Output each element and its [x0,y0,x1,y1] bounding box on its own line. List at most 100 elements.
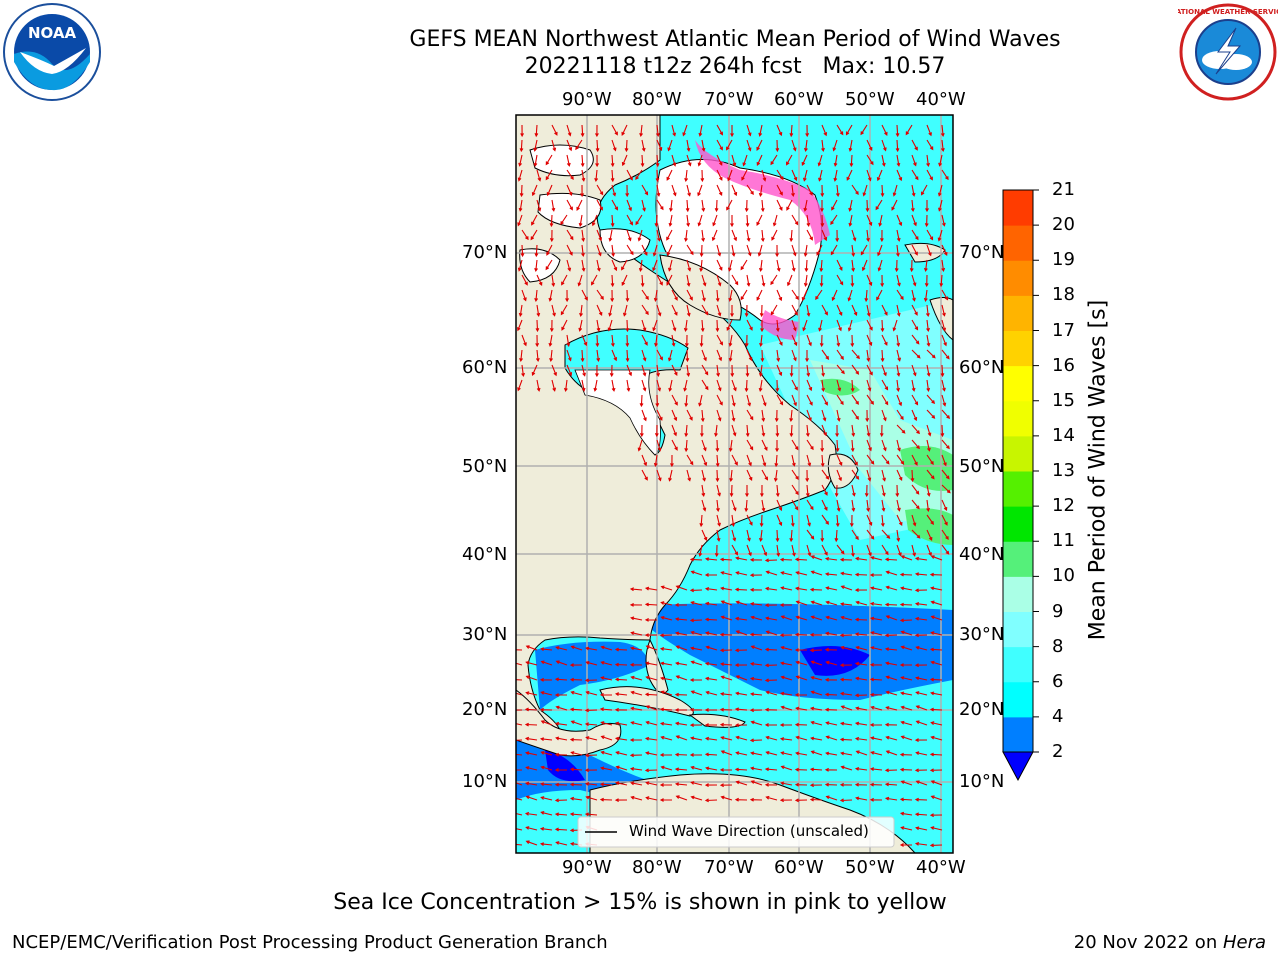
wave-direction-arrow [803,274,808,288]
wave-direction-arrow [521,274,528,286]
wave-direction-arrow [840,751,853,756]
wave-direction-arrow [851,394,859,405]
wave-direction-arrow [775,379,780,393]
wave-direction-arrow [930,735,943,741]
wave-direction-arrow [775,244,779,258]
wave-direction-arrow [626,169,633,181]
wave-direction-arrow [795,675,808,681]
wave-direction-arrow [705,766,718,771]
wave-direction-arrow [809,797,823,802]
wave-direction-arrow [765,690,778,696]
colorbar-tick-label: 9 [1052,600,1064,622]
wave-direction-arrow [821,349,830,360]
wave-direction-arrow [911,439,920,450]
wave-direction-arrow [865,199,870,213]
wave-direction-arrow [914,663,928,668]
wave-direction-arrow [866,319,873,331]
wave-direction-arrow [915,645,928,651]
wave-direction-arrow [929,647,943,652]
wave-direction-arrow [565,289,569,303]
wave-direction-arrow [534,124,539,138]
wave-direction-arrow [776,169,784,181]
wave-direction-arrow [900,645,913,651]
wave-direction-arrow [854,782,868,787]
wave-direction-arrow [941,244,948,257]
wave-direction-arrow [630,706,643,711]
lon-label-bottom-70w: 70°W [704,857,754,878]
wave-direction-arrow [790,514,795,528]
wave-direction-arrow [551,274,556,288]
footer-machine: Hera [1222,932,1266,953]
wave-direction-arrow [716,394,723,406]
wave-direction-arrow [760,484,764,498]
wave-direction-arrow [517,259,523,272]
wave-direction-arrow [809,767,823,772]
wave-direction-arrow [641,184,649,196]
wave-direction-arrow [525,766,538,771]
wave-direction-arrow [941,334,947,347]
wave-direction-arrow [675,631,688,636]
wave-direction-arrow [802,319,808,332]
wave-direction-arrow [774,409,779,423]
wave-direction-arrow [851,184,859,196]
wave-direction-arrow [596,349,601,363]
wave-direction-arrow [851,409,859,420]
wave-direction-arrow [802,169,808,182]
wave-direction-arrow [911,274,917,287]
wave-direction-arrow [880,514,885,528]
wave-direction-arrow [704,617,718,622]
wave-direction-arrow [846,169,853,181]
wave-direction-arrow [881,409,887,422]
wave-direction-arrow [668,379,673,392]
wave-direction-arrow [775,319,780,333]
wave-direction-arrow [911,214,917,227]
wave-direction-arrow [566,124,572,137]
wave-direction-arrow [608,229,613,242]
wave-direction-arrow [701,199,706,213]
wave-direction-arrow [776,349,781,363]
wave-direction-arrow [536,379,541,392]
wave-direction-arrow [540,720,553,726]
wave-direction-arrow [704,798,718,803]
wave-direction-arrow [697,154,703,167]
wave-direction-arrow [776,499,783,512]
wave-direction-arrow [746,229,751,242]
wave-direction-arrow [744,199,749,213]
wave-direction-arrow [806,439,814,451]
wave-direction-arrow [794,767,808,772]
wave-direction-arrow [611,124,618,136]
wave-direction-arrow [656,184,661,197]
wave-direction-arrow [866,499,871,513]
wave-direction-arrow [535,334,540,348]
wave-direction-arrow [660,676,673,681]
wave-direction-arrow [851,484,856,497]
wave-direction-arrow [645,705,658,711]
wave-direction-arrow [740,259,748,271]
wave-direction-arrow [716,334,723,346]
wave-direction-arrow [775,424,780,438]
wave-direction-arrow [720,795,733,801]
wave-direction-arrow [900,780,913,786]
wave-direction-arrow [686,304,691,317]
wave-direction-arrow [675,645,688,651]
wave-direction-arrow [686,454,694,466]
colorbar-tick-label: 4 [1052,705,1064,727]
wave-direction-arrow [896,349,902,362]
wave-direction-arrow [941,544,950,555]
wave-direction-arrow [806,364,811,378]
wave-direction-arrow [540,796,553,801]
wave-direction-arrow [881,454,890,465]
wave-direction-arrow [671,439,678,451]
wave-direction-arrow [580,184,584,198]
wave-direction-arrow [835,439,840,453]
colorbar-tick-label: 6 [1052,670,1064,692]
wave-direction-arrow [820,184,825,198]
wave-direction-arrow [941,409,951,420]
wave-direction-arrow [757,244,763,257]
wave-direction-arrow [675,795,688,801]
colorbar-segment [1003,716,1033,753]
lat-label-right-10n: 10°N [959,771,1005,792]
wave-direction-arrow [772,214,778,227]
wave-direction-arrow [551,139,557,152]
wave-direction-arrow [836,394,844,406]
